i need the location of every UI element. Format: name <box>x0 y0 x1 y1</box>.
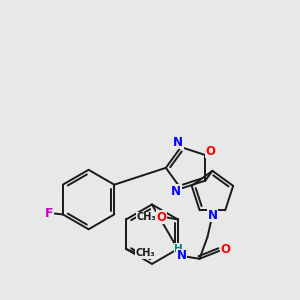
Text: O: O <box>220 243 230 256</box>
Text: O: O <box>157 211 167 224</box>
Text: CH₃: CH₃ <box>135 248 155 258</box>
Text: N: N <box>171 185 181 198</box>
Text: O: O <box>205 145 215 158</box>
Text: N: N <box>177 249 187 262</box>
Text: H: H <box>174 244 183 254</box>
Text: CH₃: CH₃ <box>136 212 156 222</box>
Text: F: F <box>45 207 53 220</box>
Text: N: N <box>173 136 183 149</box>
Text: N: N <box>207 209 218 222</box>
